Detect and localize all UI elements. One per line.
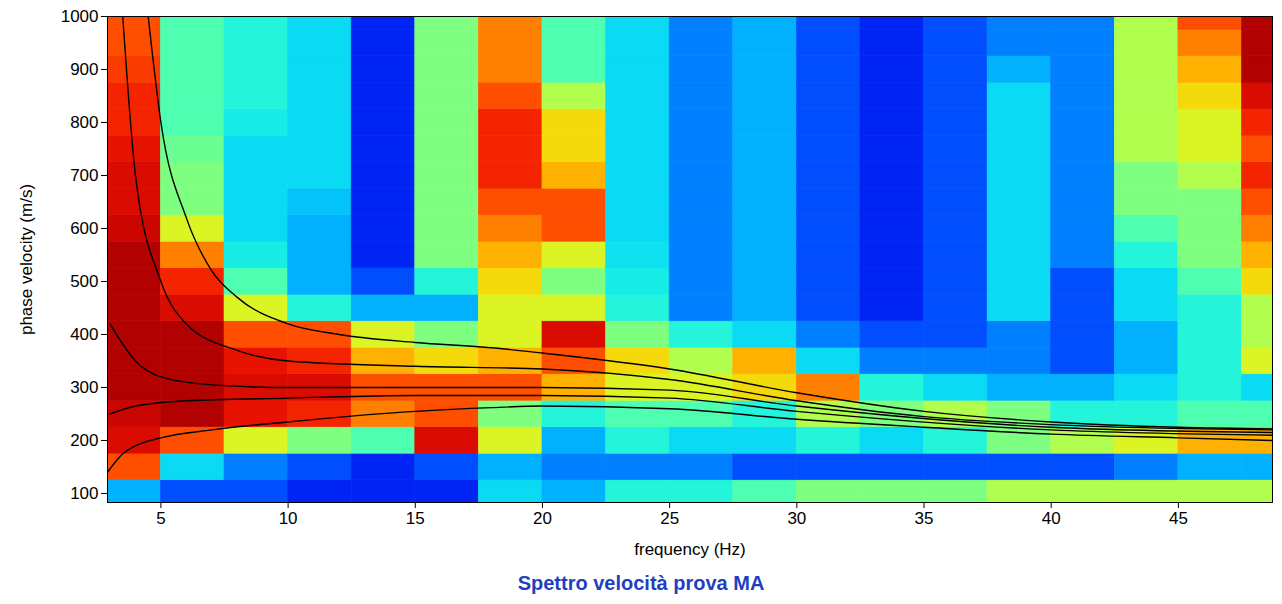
svg-text:300: 300 — [70, 378, 98, 397]
svg-text:1000: 1000 — [61, 7, 99, 26]
svg-text:35: 35 — [915, 509, 934, 528]
svg-text:600: 600 — [70, 219, 98, 238]
svg-text:20: 20 — [533, 509, 552, 528]
svg-text:100: 100 — [70, 484, 98, 503]
svg-text:phase velocity (m/s): phase velocity (m/s) — [17, 184, 36, 335]
svg-text:frequency (Hz): frequency (Hz) — [634, 540, 745, 559]
svg-text:5: 5 — [156, 509, 165, 528]
svg-text:700: 700 — [70, 166, 98, 185]
svg-text:500: 500 — [70, 272, 98, 291]
svg-text:10: 10 — [279, 509, 298, 528]
svg-text:15: 15 — [406, 509, 425, 528]
svg-text:45: 45 — [1169, 509, 1188, 528]
svg-text:900: 900 — [70, 60, 98, 79]
svg-text:200: 200 — [70, 431, 98, 450]
svg-text:800: 800 — [70, 113, 98, 132]
svg-text:30: 30 — [787, 509, 806, 528]
svg-text:25: 25 — [660, 509, 679, 528]
svg-text:40: 40 — [1042, 509, 1061, 528]
svg-text:400: 400 — [70, 325, 98, 344]
html-text:Spettro velocità prova MA: Spettro velocità prova MA — [517, 572, 765, 594]
